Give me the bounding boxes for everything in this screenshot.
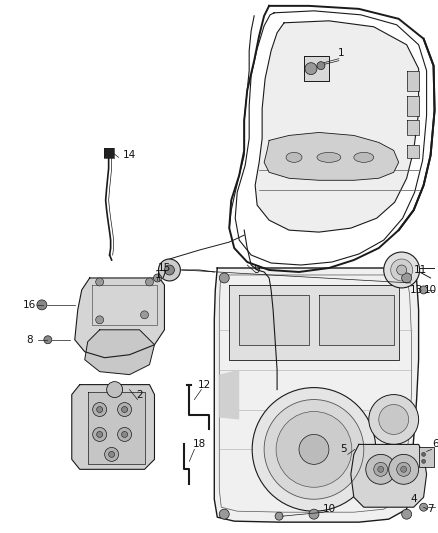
- Circle shape: [118, 402, 131, 416]
- Text: 6: 6: [432, 439, 438, 449]
- Text: 17: 17: [155, 270, 168, 280]
- Circle shape: [391, 259, 413, 281]
- Circle shape: [305, 63, 317, 75]
- Ellipse shape: [317, 152, 341, 163]
- Text: 8: 8: [27, 335, 33, 345]
- Text: 10: 10: [424, 285, 437, 295]
- Circle shape: [264, 400, 364, 499]
- Circle shape: [145, 278, 153, 286]
- Text: 9: 9: [254, 265, 261, 275]
- Circle shape: [397, 265, 406, 275]
- Circle shape: [366, 454, 396, 484]
- Circle shape: [299, 434, 329, 464]
- Circle shape: [420, 286, 427, 294]
- Polygon shape: [75, 278, 164, 358]
- Circle shape: [95, 316, 104, 324]
- Circle shape: [164, 265, 174, 275]
- Polygon shape: [85, 330, 155, 375]
- Circle shape: [141, 311, 148, 319]
- Polygon shape: [406, 71, 419, 91]
- Text: 5: 5: [341, 445, 347, 455]
- Circle shape: [369, 394, 419, 445]
- Circle shape: [153, 274, 162, 282]
- Circle shape: [275, 512, 283, 520]
- Circle shape: [389, 454, 419, 484]
- Circle shape: [122, 407, 127, 413]
- Ellipse shape: [354, 152, 374, 163]
- Text: 1: 1: [338, 48, 344, 58]
- Ellipse shape: [286, 152, 302, 163]
- Circle shape: [317, 62, 325, 70]
- Circle shape: [309, 509, 319, 519]
- Text: 14: 14: [123, 150, 136, 160]
- Polygon shape: [406, 146, 419, 158]
- Polygon shape: [255, 21, 419, 232]
- Circle shape: [420, 503, 427, 511]
- Circle shape: [97, 407, 102, 413]
- Text: 7: 7: [427, 504, 434, 514]
- Circle shape: [95, 278, 104, 286]
- Circle shape: [402, 509, 412, 519]
- Circle shape: [397, 462, 411, 477]
- Circle shape: [219, 509, 229, 519]
- Polygon shape: [351, 445, 427, 507]
- Polygon shape: [264, 132, 399, 180]
- Circle shape: [276, 411, 352, 487]
- Text: 10: 10: [322, 504, 336, 514]
- Text: 2: 2: [136, 390, 143, 400]
- Polygon shape: [406, 95, 419, 116]
- Circle shape: [118, 427, 131, 441]
- Text: 16: 16: [23, 300, 36, 310]
- Circle shape: [97, 431, 102, 438]
- Circle shape: [402, 273, 412, 283]
- Circle shape: [44, 336, 52, 344]
- Circle shape: [401, 466, 406, 472]
- Text: 12: 12: [198, 379, 211, 390]
- Circle shape: [379, 405, 409, 434]
- Circle shape: [105, 447, 119, 462]
- Circle shape: [384, 252, 420, 288]
- Circle shape: [122, 431, 127, 438]
- Polygon shape: [72, 385, 155, 470]
- Polygon shape: [304, 56, 329, 80]
- Circle shape: [109, 451, 115, 457]
- Polygon shape: [214, 268, 419, 522]
- Circle shape: [219, 273, 229, 283]
- Circle shape: [422, 453, 426, 456]
- Circle shape: [422, 459, 426, 463]
- Polygon shape: [239, 295, 309, 345]
- Polygon shape: [319, 295, 394, 345]
- Polygon shape: [219, 370, 239, 419]
- Circle shape: [252, 387, 376, 511]
- Circle shape: [93, 427, 106, 441]
- Circle shape: [106, 382, 123, 398]
- Polygon shape: [229, 285, 399, 360]
- Circle shape: [159, 259, 180, 281]
- Text: 13: 13: [410, 285, 423, 295]
- Polygon shape: [419, 447, 434, 467]
- Circle shape: [374, 462, 388, 477]
- Text: 4: 4: [410, 494, 417, 504]
- Polygon shape: [88, 392, 145, 464]
- Circle shape: [93, 402, 106, 416]
- Text: 11: 11: [414, 265, 427, 275]
- Circle shape: [37, 300, 47, 310]
- Polygon shape: [406, 120, 419, 135]
- Circle shape: [378, 466, 384, 472]
- Text: 18: 18: [193, 439, 206, 449]
- Polygon shape: [104, 148, 113, 158]
- Text: 15: 15: [158, 263, 171, 273]
